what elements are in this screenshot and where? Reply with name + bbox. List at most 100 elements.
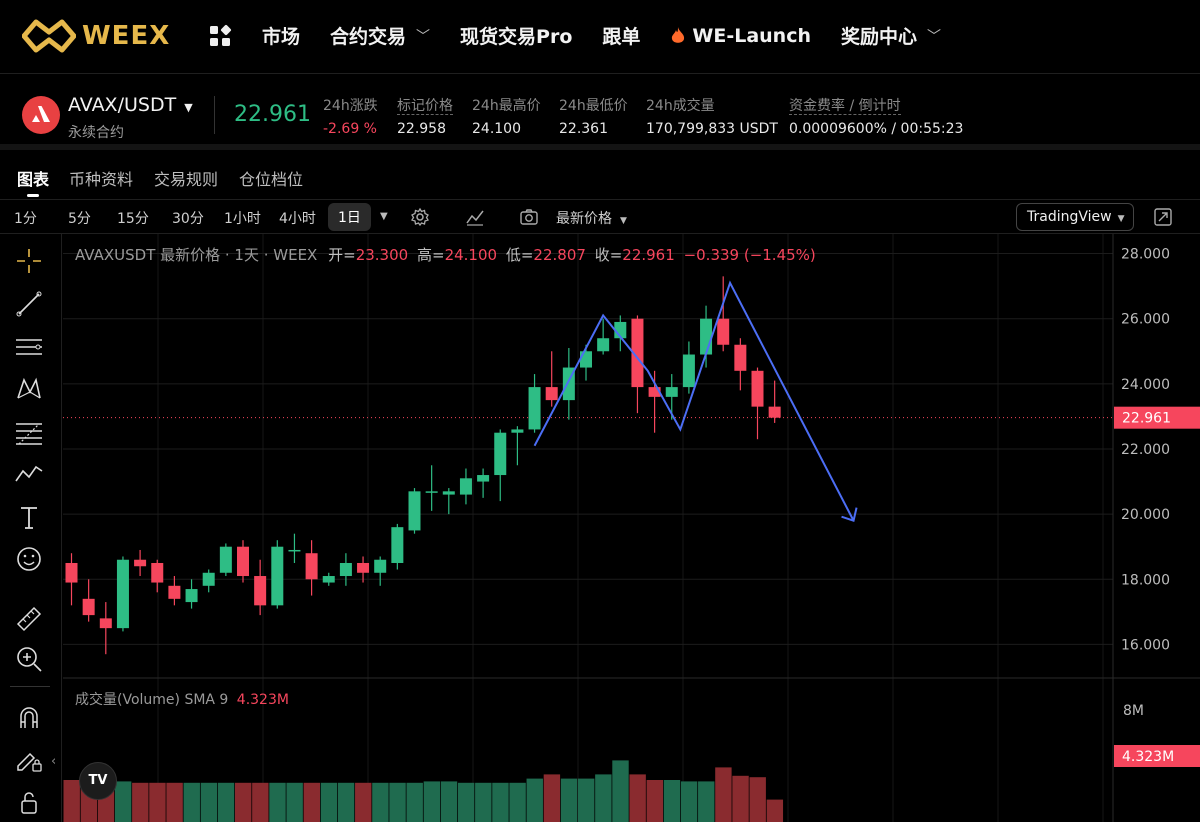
stat-label[interactable]: 标记价格 (397, 98, 453, 115)
collapse-toolbar-icon[interactable]: ‹ (51, 754, 57, 769)
volume-bar (132, 782, 149, 822)
pair-selector[interactable]: AVAX/USDT ▼ (68, 94, 193, 116)
chevron-down-icon: ﹀ (416, 28, 431, 45)
emoji-icon[interactable] (14, 544, 44, 574)
volume-bar (680, 781, 698, 822)
candle-body (511, 429, 524, 433)
price-chart[interactable]: 28.000 26.000 24.000 22.000 20.000 18.000 16.0… (51, 234, 1200, 822)
stat-value: 22.958 (397, 121, 446, 137)
candle-body (374, 559, 387, 573)
candle-body (219, 546, 232, 573)
interval-1d[interactable]: 1日 (328, 203, 371, 231)
text-tool-icon[interactable] (14, 502, 44, 532)
volume-bar (612, 760, 629, 822)
candle-body (768, 406, 781, 418)
ruler-icon[interactable] (14, 602, 44, 632)
zoom-in-icon[interactable] (14, 644, 44, 674)
nav-rewards[interactable]: 奖励中心 ﹀ (841, 22, 941, 49)
camera-icon[interactable] (519, 207, 539, 227)
volume-bar (492, 782, 509, 822)
interval-15m[interactable]: 15分 (117, 211, 149, 227)
interval-1h[interactable]: 1小时 (224, 211, 261, 227)
pattern-drawing-line[interactable] (533, 280, 855, 522)
volume-bar (646, 780, 663, 822)
candle-body (254, 576, 267, 606)
flame-icon (672, 26, 685, 43)
candle-body (271, 546, 284, 606)
weex-logo[interactable]: WEEX (22, 18, 170, 54)
crosshair-icon[interactable] (14, 246, 44, 276)
candle-body (494, 432, 507, 476)
candle-body (597, 338, 610, 352)
prediction-tool-icon[interactable] (14, 459, 44, 489)
stat-value: 0.00009600% / 00:55:23 (789, 121, 964, 137)
current-price-tag (1114, 406, 1200, 429)
trend-line-icon[interactable] (14, 289, 44, 319)
interval-5m[interactable]: 5分 (68, 211, 91, 227)
lock-icon[interactable] (14, 787, 44, 817)
chart-canvas[interactable]: 28.000 26.000 24.000 22.000 20.000 18.000 16.0… (63, 234, 1200, 822)
nav-futures-label: 合约交易 (330, 26, 407, 48)
interval-more-caret-icon[interactable]: ▼ (380, 211, 388, 222)
current-volume-tag (1114, 745, 1200, 767)
legend-change: −0.339 (−1.45%) (683, 246, 816, 264)
candle-body (700, 318, 713, 355)
candle-body (734, 344, 747, 371)
nav-futures[interactable]: 合约交易 ﹀ (330, 22, 430, 49)
pattern-tool-icon[interactable] (14, 374, 44, 404)
horizontal-lines-icon[interactable] (14, 332, 44, 362)
tab-coin-info[interactable]: 币种资料 (69, 170, 134, 189)
fibonacci-icon[interactable] (14, 417, 44, 447)
legend-symbol: AVAXUSDT 最新价格 · 1天 · WEEX (75, 246, 318, 264)
fullscreen-icon[interactable] (1153, 207, 1173, 227)
stat-label: 24h最高价 (472, 98, 541, 114)
caret-down-icon: ▼ (620, 216, 627, 226)
legend-low-label: 低= (505, 246, 534, 264)
divider (10, 686, 50, 687)
legend-low: 22.807 (533, 246, 586, 264)
tab-position-tiers[interactable]: 仓位档位 (239, 170, 304, 189)
stat-funding-rate: 资金费率 / 倒计时 0.00009600% / 00:55:23 (789, 95, 963, 137)
tab-chart[interactable]: 图表 (17, 170, 50, 189)
nav-spot-pro-label: 现货交易Pro (460, 26, 573, 48)
legend-high: 24.100 (444, 246, 498, 264)
nav-we-launch[interactable]: WE-Launch (670, 25, 811, 47)
nav-copy-trade[interactable]: 跟单 (602, 22, 640, 49)
volume-bar (406, 782, 423, 822)
apps-grid-icon[interactable] (208, 24, 232, 48)
volume-bar (355, 782, 372, 822)
volume-bar (732, 775, 749, 822)
candle-body (580, 351, 592, 368)
volume-bar (320, 782, 338, 822)
volume-bar (183, 782, 200, 822)
magnet-icon[interactable] (14, 702, 44, 732)
candle-body (391, 527, 404, 563)
legend-open-label: 开= (328, 246, 356, 264)
interval-4h[interactable]: 4小时 (279, 211, 316, 227)
stat-value: 22.361 (559, 121, 608, 137)
y-axis-tick-label: 18.000 (1121, 572, 1170, 588)
tradingview-logo[interactable]: TV (79, 762, 117, 800)
edit-lock-icon[interactable] (14, 744, 44, 774)
settings-gear-icon[interactable] (410, 207, 430, 227)
interval-30m[interactable]: 30分 (172, 211, 204, 227)
indicators-icon[interactable] (465, 207, 485, 227)
tradingview-select[interactable]: TradingView ▼ (1016, 203, 1134, 231)
ticker-header: AVAX/USDT ▼ 永续合约 22.961 24h涨跌 -2.69 % 标记价… (0, 76, 1200, 150)
volume-bar (63, 780, 80, 822)
nav-we-launch-label: WE-Launch (692, 24, 811, 47)
stat-value: 24.100 (472, 121, 521, 137)
stat-label: 24h成交量 (646, 98, 715, 114)
interval-1m[interactable]: 1分 (14, 211, 37, 227)
stat-label[interactable]: 资金费率 / 倒计时 (789, 98, 901, 115)
candle-body (648, 387, 661, 397)
nav-spot-pro[interactable]: 现货交易Pro (460, 22, 572, 49)
volume-bar (235, 782, 252, 822)
tab-trading-rules[interactable]: 交易规则 (154, 170, 219, 189)
volume-bar (749, 777, 766, 822)
caret-down-icon: ▼ (1117, 214, 1125, 224)
price-type-select[interactable]: 最新价格 ▼ (556, 208, 627, 228)
nav-market[interactable]: 市场 (262, 22, 300, 49)
volume-bar (389, 782, 406, 822)
stat-value: -2.69 % (323, 121, 377, 137)
